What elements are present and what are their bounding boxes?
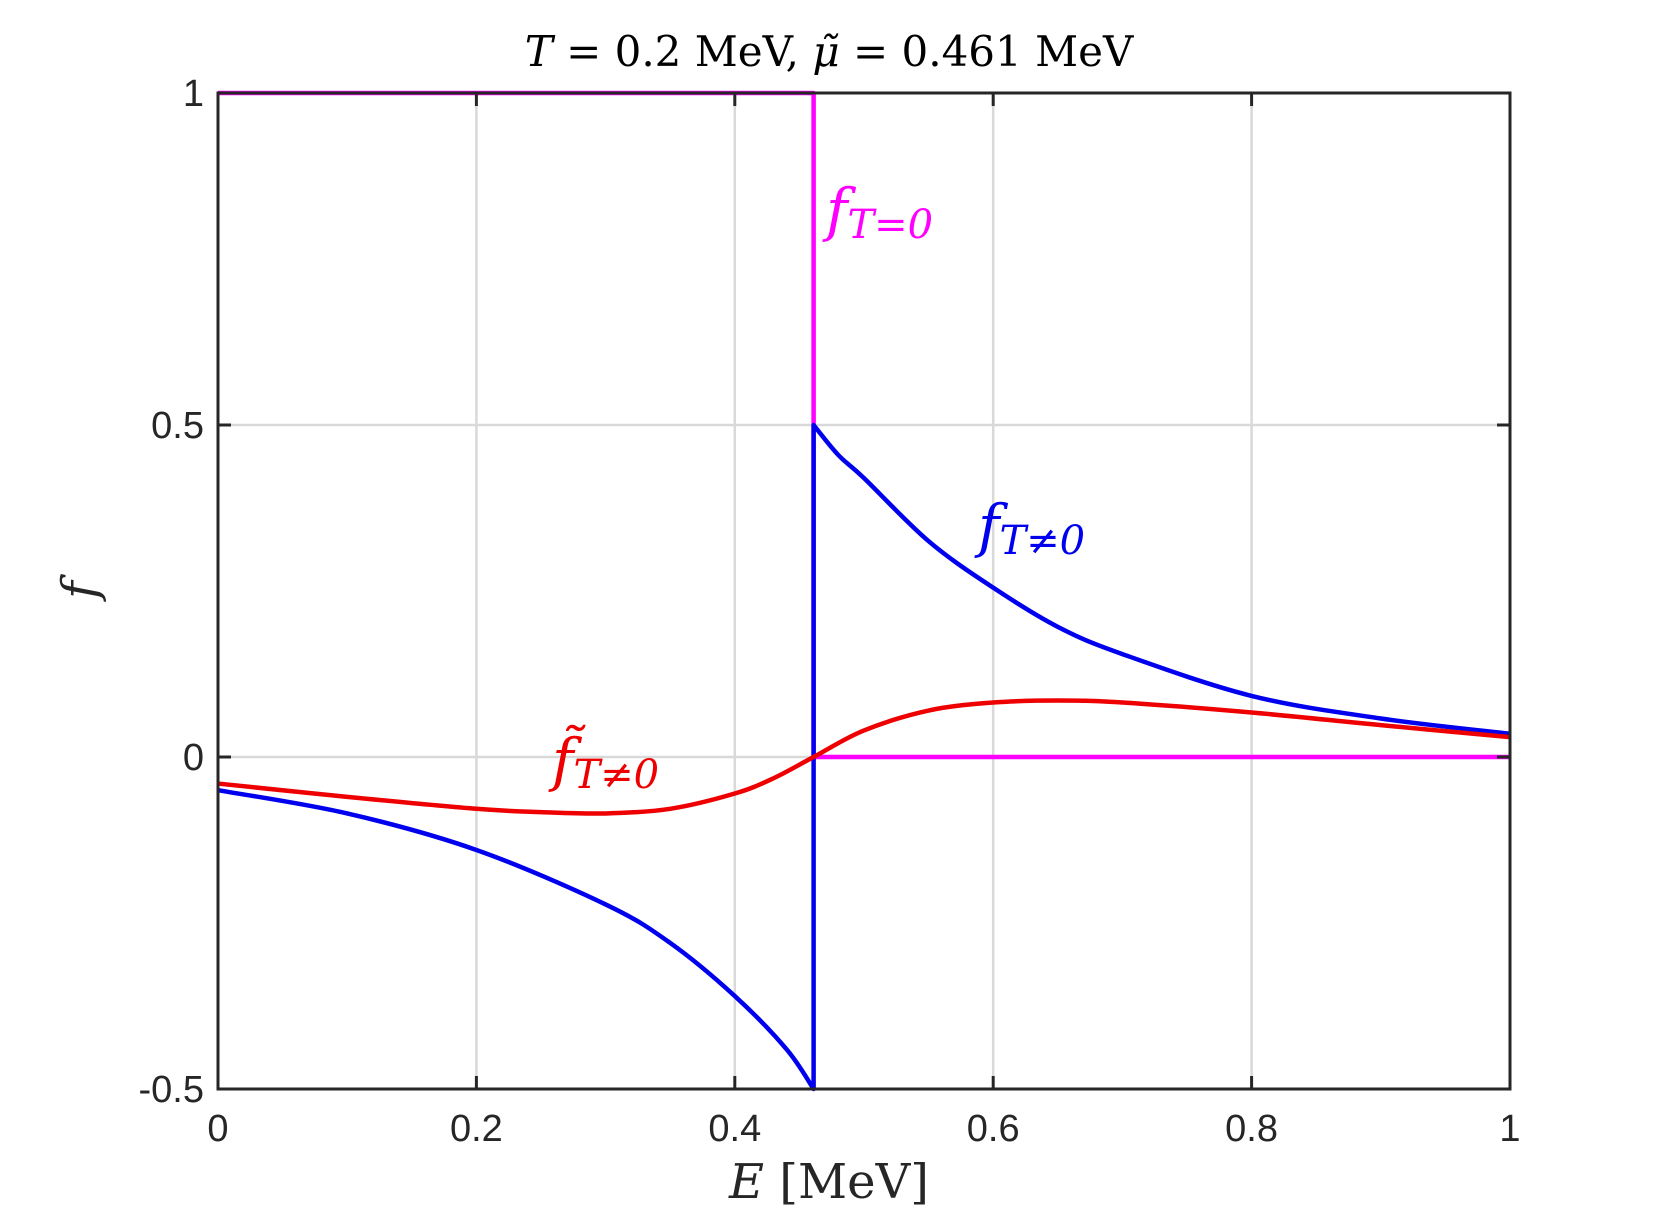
chart-title: T = 0.2 MeV, μ̃ = 0.461 MeV: [525, 27, 1134, 76]
title-mu-symbol: μ̃: [812, 27, 839, 76]
x-tick-label: 0: [207, 1108, 228, 1150]
series-label-f-t0-sub: T=0: [847, 202, 933, 248]
x-tick-label: 0.8: [1225, 1108, 1278, 1150]
plot-area: [218, 93, 1510, 1089]
y-tick-label: 0.5: [151, 405, 204, 447]
x-axis-label: E [MeV]: [728, 1154, 929, 1210]
y-tick-label: 0: [183, 737, 204, 779]
title-mu-value: = 0.461 MeV: [840, 27, 1134, 76]
series-label-f-tneq0-sub: T≠0: [999, 518, 1085, 564]
series-label-f-tneq0: fT≠0: [974, 492, 1085, 564]
x-axis-variable: E: [728, 1154, 764, 1210]
y-tick-label: 1: [183, 73, 204, 115]
tick-labels: 0 0.2 0.4 0.6 0.8 1-0.500.51: [139, 73, 1521, 1150]
series-line-ftilde-tneq0: [217, 698, 1511, 816]
x-tick-label: 0.4: [708, 1108, 761, 1150]
title-temperature-value: = 0.2 MeV,: [553, 27, 813, 76]
x-tick-label: 1: [1499, 1108, 1520, 1150]
series-label-ftilde-tneq0-sub: T≠0: [573, 752, 659, 798]
y-tick-label: -0.5: [139, 1069, 204, 1111]
x-tick-label: 0.2: [450, 1108, 503, 1150]
title-temperature-symbol: T: [525, 27, 556, 76]
x-tick-label: 0.6: [967, 1108, 1020, 1150]
tick-marks: [216, 91, 1512, 1091]
series-line-f-tneq0: [217, 422, 1511, 1092]
x-axis-unit: [MeV]: [764, 1154, 929, 1210]
plot-frame: [216, 91, 1512, 1091]
